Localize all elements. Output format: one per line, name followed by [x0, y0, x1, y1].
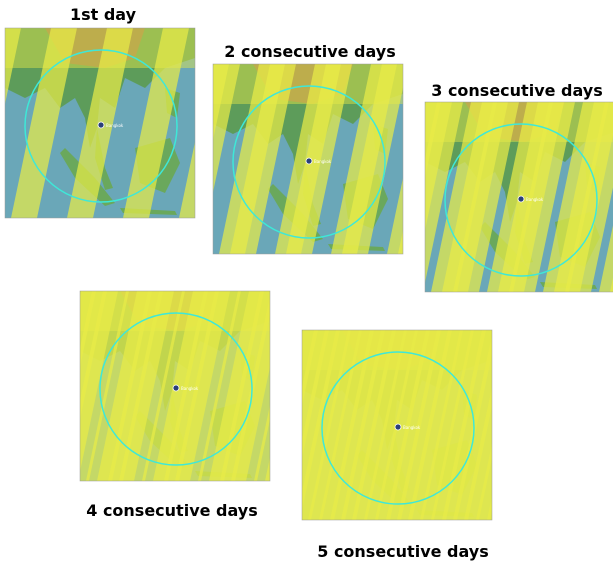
panel-title: 2 consecutive days — [224, 42, 396, 61]
swath — [565, 330, 613, 520]
swath — [231, 295, 270, 481]
map-panel: Bangkok — [424, 101, 613, 293]
map-border — [424, 101, 613, 293]
swath-top — [425, 102, 613, 142]
swath — [5, 28, 21, 104]
swath — [265, 457, 270, 481]
city-label: Bangkok — [314, 159, 332, 164]
swath — [509, 102, 575, 292]
map-border — [4, 27, 196, 219]
city-marker — [394, 423, 402, 431]
swath — [498, 330, 564, 520]
coverage-circle — [232, 85, 386, 239]
city-marker — [97, 121, 105, 129]
swath — [543, 330, 609, 520]
swath — [532, 330, 598, 520]
map: Bangkok — [213, 64, 403, 254]
swath-top — [80, 291, 270, 331]
swath — [80, 291, 129, 481]
swath — [387, 178, 403, 254]
swath — [286, 64, 352, 254]
swath — [487, 496, 492, 520]
swath — [425, 102, 463, 283]
swath — [175, 291, 241, 481]
swath — [123, 28, 189, 218]
panel-title: 3 consecutive days — [431, 81, 603, 100]
swath — [398, 230, 403, 254]
map-border — [212, 63, 404, 255]
swath-top — [302, 330, 492, 370]
panel-title: 1st day — [70, 5, 137, 24]
coverage-circle — [444, 123, 598, 277]
city-label: Bangkok — [181, 386, 199, 391]
swath-top — [5, 28, 195, 68]
map-panel: Bangkok — [301, 329, 613, 521]
swath — [554, 330, 613, 520]
swath — [302, 330, 362, 520]
map-border — [301, 329, 493, 521]
swath — [179, 142, 195, 218]
swath — [464, 387, 492, 520]
map: Bangkok — [425, 102, 613, 292]
swath — [520, 330, 586, 520]
city-label: Bangkok — [403, 425, 421, 430]
coverage-circle — [321, 351, 475, 505]
map: Bangkok — [302, 330, 613, 520]
panel-title: 4 consecutive days — [86, 501, 258, 520]
city-label: Bangkok — [526, 197, 544, 202]
city-label: Bangkok — [106, 123, 124, 128]
map: Bangkok — [80, 291, 270, 481]
swath — [342, 64, 403, 254]
map-panel: Bangkok — [4, 27, 196, 219]
swath-top — [213, 64, 403, 104]
city-marker — [305, 157, 313, 165]
coverage-circle — [99, 312, 253, 466]
map-panel: Bangkok — [79, 290, 271, 482]
map-border — [79, 290, 271, 482]
swath — [220, 291, 270, 481]
swath — [576, 330, 613, 520]
swath — [453, 102, 519, 292]
map: Bangkok — [5, 28, 195, 218]
city-marker — [517, 195, 525, 203]
swath — [599, 225, 613, 292]
map-panel: Bangkok — [212, 63, 404, 255]
swath — [408, 330, 474, 520]
swath — [509, 330, 575, 520]
city-marker — [172, 384, 180, 392]
swath — [11, 28, 77, 218]
swath — [442, 330, 492, 520]
swath — [565, 102, 613, 292]
swath — [610, 277, 613, 292]
panel-title: 5 consecutive days — [317, 542, 489, 561]
swath — [119, 291, 185, 481]
swath — [213, 64, 240, 193]
coverage-circle — [24, 49, 178, 203]
swath — [352, 330, 418, 520]
